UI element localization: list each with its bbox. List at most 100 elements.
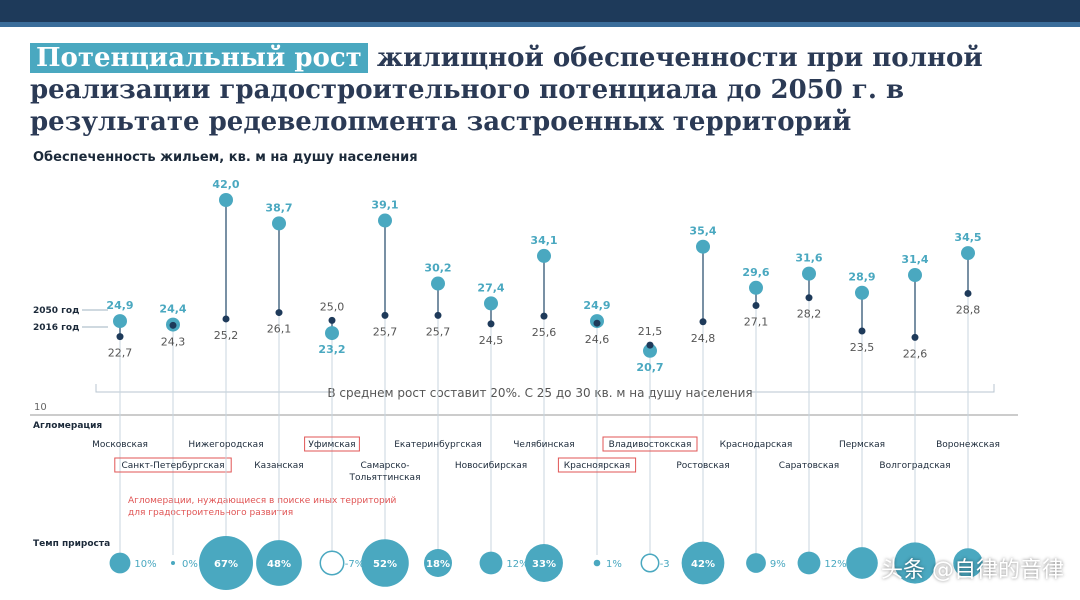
growth-bubble (894, 542, 936, 584)
dot-2050 (961, 246, 975, 261)
dot-2016 (911, 333, 919, 341)
value-label-2050: 24,9 (583, 299, 610, 312)
growth-bubble (256, 540, 302, 586)
flag-box (602, 436, 698, 452)
dot-2050 (802, 266, 816, 281)
category-label: Санкт-Петербургская (121, 461, 224, 471)
value-label-2016: 25,6 (532, 326, 557, 339)
dot-2050 (219, 193, 233, 207)
value-label-2050: 34,5 (954, 231, 981, 244)
category-label: Ростовская (676, 461, 729, 471)
value-label-2016: 25,2 (214, 329, 239, 342)
dot-2016 (275, 309, 283, 317)
growth-bubble (525, 544, 563, 582)
value-label-2050: 23,2 (318, 343, 345, 356)
value-label-2016: 25,7 (373, 325, 398, 338)
value-label-2016: 26,1 (267, 323, 292, 336)
agglomeration-label: Агломерация (33, 421, 102, 431)
growth-bubble-negative (640, 553, 660, 573)
value-label-2050: 27,4 (477, 281, 504, 294)
dot-2016 (593, 319, 601, 327)
value-label-2050: 39,1 (371, 199, 398, 212)
value-label-2050: 29,6 (742, 266, 769, 279)
growth-bubble (593, 559, 601, 567)
dot-2016 (116, 333, 124, 341)
category-label: Красноярская (564, 461, 630, 471)
dot-2016 (858, 327, 866, 335)
category-label: Пермская (839, 440, 885, 450)
growth-bubble-label: 67% (214, 559, 238, 570)
dot-2016 (805, 294, 813, 302)
value-label-2050: 24,9 (106, 299, 133, 312)
legend-2050: 2050 год (33, 306, 79, 316)
watermark: 头条 @自律的音律 (881, 558, 1064, 583)
dot-2050 (431, 276, 445, 291)
growth-bubble-label: 52% (373, 559, 397, 570)
title-highlight: Потенциальный рост (30, 43, 368, 73)
growth-bubble (361, 539, 409, 587)
value-label-2016: 21,5 (638, 325, 663, 338)
growth-bubble-label: 1% (606, 559, 622, 570)
growth-bubble-zero (171, 561, 175, 565)
dot-2016 (381, 311, 389, 319)
dot-2050 (749, 280, 763, 295)
growth-bubble (681, 541, 725, 585)
flag-box (114, 457, 232, 473)
value-label-2016: 25,7 (426, 325, 451, 338)
top-banner (0, 0, 1080, 22)
value-label-2050: 34,1 (530, 234, 557, 247)
growth-bubble-label: 18% (426, 559, 450, 570)
category-label: Московская (92, 440, 148, 450)
axis-tick-label: 10 (34, 402, 47, 413)
value-label-2050: 20,7 (636, 361, 663, 374)
growth-bubble-label: -7% (345, 559, 364, 570)
value-label-2016: 25,0 (320, 300, 345, 313)
value-label-2016: 22,6 (903, 347, 928, 360)
category-label: Самарско-Тольяттинская (348, 461, 420, 483)
growth-bubble (846, 547, 878, 579)
title-rest: жилищной обеспеченности при полной реали… (30, 43, 983, 137)
category-label: Нижегородская (188, 440, 263, 450)
value-label-2050: 30,2 (424, 262, 451, 275)
legend-2016: 2016 год (33, 323, 79, 333)
value-label-2016: 24,3 (161, 335, 186, 348)
growth-bubble-label: 0% (182, 559, 198, 570)
dot-2050 (696, 239, 710, 254)
dot-2050 (113, 314, 127, 329)
value-label-2050: 31,6 (795, 252, 822, 265)
category-label: Краснодарская (720, 440, 793, 450)
dot-2016 (699, 318, 707, 326)
slide-title: Потенциальный рост жилищной обеспеченнос… (30, 42, 1050, 138)
category-label: Новосибирская (455, 461, 527, 471)
growth-bubble (953, 548, 983, 578)
growth-bubble (746, 553, 766, 573)
growth-bubble-label: -3 (660, 559, 670, 570)
growth-bubble-label: 12% (506, 559, 528, 570)
dot-2050 (537, 248, 551, 263)
dot-2050 (643, 343, 657, 358)
value-label-2016: 23,5 (850, 341, 875, 354)
average-note: В среднем рост составит 20%. С 25 до 30 … (327, 386, 752, 400)
dot-2016 (487, 320, 495, 328)
category-label: Екатеринбургская (394, 440, 482, 450)
growth-bubble-label: 33% (532, 559, 556, 570)
flag-box (557, 457, 637, 473)
chart-subtitle: Обеспеченность жильем, кв. м на душу нас… (33, 150, 418, 165)
value-label-2016: 24,8 (691, 332, 716, 345)
category-label: Владивостокская (609, 440, 692, 450)
value-label-2016: 24,6 (585, 333, 610, 346)
growth-bubble (109, 552, 131, 574)
value-label-2050: 28,9 (848, 271, 875, 284)
value-label-2016: 27,1 (744, 315, 769, 328)
value-label-2016: 24,5 (479, 334, 504, 347)
category-label: Саратовская (779, 461, 839, 471)
dot-2050 (272, 216, 286, 231)
footnote-text: Агломерации, нуждающиеся в поиске иных т… (128, 496, 397, 518)
dot-2016 (434, 311, 442, 319)
top-banner-accent (0, 22, 1080, 27)
category-label: Челябинская (513, 440, 574, 450)
growth-bubble (479, 551, 503, 575)
dot-2016 (646, 341, 654, 349)
value-label-2050: 24,4 (159, 303, 186, 316)
